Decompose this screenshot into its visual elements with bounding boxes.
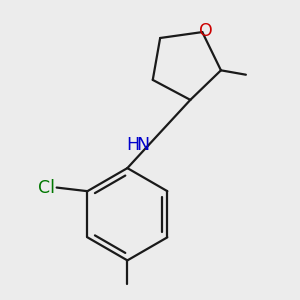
Text: N: N — [136, 136, 150, 154]
Text: H: H — [126, 136, 140, 154]
Text: O: O — [200, 22, 213, 40]
Text: Cl: Cl — [38, 178, 55, 196]
